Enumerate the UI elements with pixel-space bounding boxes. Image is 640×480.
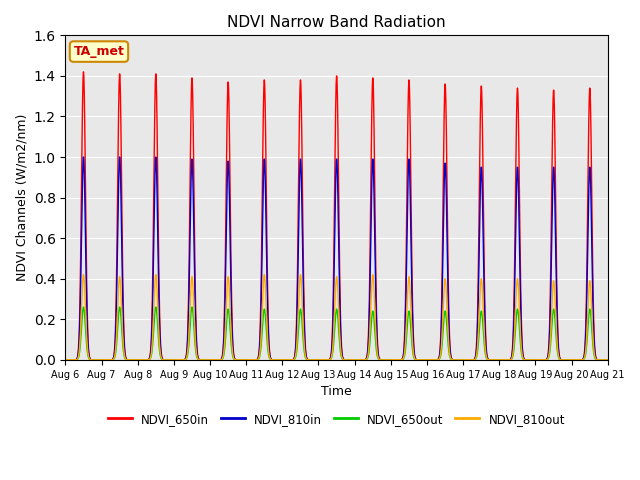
NDVI_650out — [159, 357, 167, 362]
NDVI_810in — [159, 357, 167, 362]
Text: TA_met: TA_met — [74, 45, 124, 58]
NDVI_650in — [428, 357, 436, 363]
NDVI_650in — [61, 357, 69, 363]
Legend: NDVI_650in, NDVI_810in, NDVI_650out, NDVI_810out: NDVI_650in, NDVI_810in, NDVI_650out, NDV… — [104, 408, 570, 431]
NDVI_650out — [489, 357, 497, 363]
NDVI_650out — [458, 357, 466, 363]
NDVI_650out — [604, 357, 611, 363]
NDVI_650out — [316, 357, 324, 363]
NDVI_810out — [159, 357, 167, 362]
NDVI_810in — [61, 357, 69, 363]
NDVI_810out — [489, 357, 497, 363]
NDVI_810in — [428, 357, 436, 363]
NDVI_810out — [604, 357, 611, 363]
NDVI_650in — [316, 357, 324, 363]
NDVI_650in — [458, 357, 466, 363]
NDVI_810in — [604, 357, 611, 363]
Line: NDVI_810out: NDVI_810out — [65, 275, 608, 360]
NDVI_650out — [428, 357, 436, 363]
NDVI_810in — [489, 357, 497, 363]
NDVI_650out — [604, 357, 612, 363]
Line: NDVI_650out: NDVI_650out — [65, 307, 608, 360]
NDVI_810in — [604, 357, 612, 363]
NDVI_810in — [316, 357, 324, 363]
NDVI_810out — [79, 272, 87, 277]
Y-axis label: NDVI Channels (W/m2/nm): NDVI Channels (W/m2/nm) — [15, 114, 28, 281]
NDVI_650in — [604, 357, 612, 363]
NDVI_810out — [428, 357, 436, 363]
NDVI_810in — [79, 154, 87, 160]
Line: NDVI_810in: NDVI_810in — [65, 157, 608, 360]
NDVI_650out — [61, 357, 69, 363]
NDVI_810out — [61, 357, 69, 363]
NDVI_650in — [159, 357, 167, 362]
NDVI_650in — [489, 357, 497, 363]
NDVI_650in — [604, 357, 611, 363]
NDVI_650out — [79, 304, 87, 310]
NDVI_810out — [604, 357, 612, 363]
X-axis label: Time: Time — [321, 385, 352, 398]
NDVI_810in — [458, 357, 466, 363]
NDVI_810out — [458, 357, 466, 363]
Line: NDVI_650in: NDVI_650in — [65, 72, 608, 360]
NDVI_650in — [79, 69, 87, 75]
Title: NDVI Narrow Band Radiation: NDVI Narrow Band Radiation — [227, 15, 446, 30]
NDVI_810out — [316, 357, 324, 363]
